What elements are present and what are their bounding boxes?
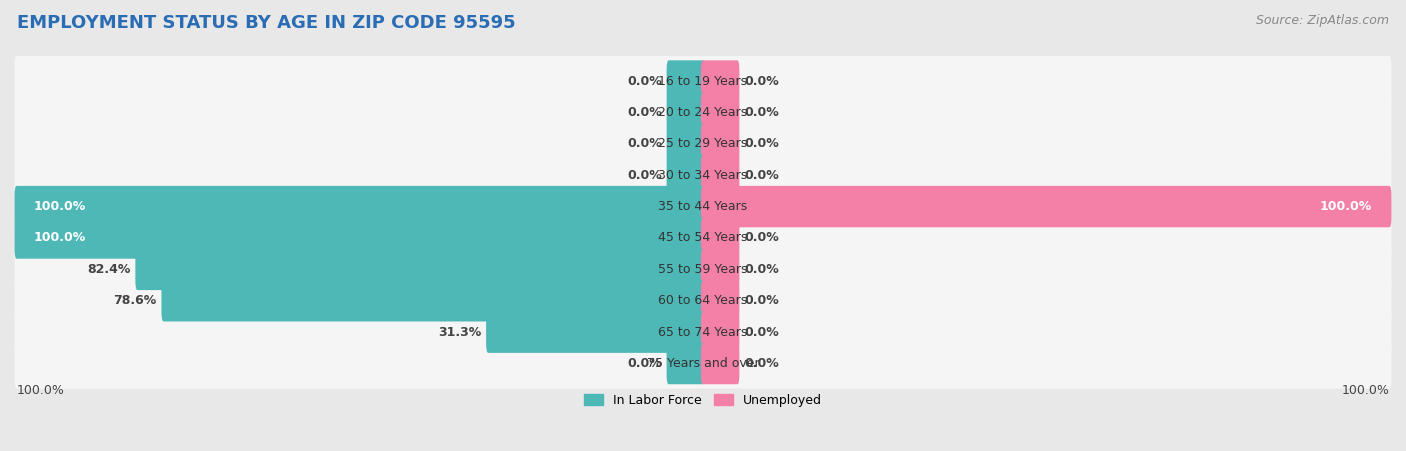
FancyBboxPatch shape (702, 123, 740, 165)
FancyBboxPatch shape (702, 343, 740, 384)
Text: 0.0%: 0.0% (744, 231, 779, 244)
Text: Source: ZipAtlas.com: Source: ZipAtlas.com (1256, 14, 1389, 27)
Text: 0.0%: 0.0% (627, 106, 662, 119)
Text: 0.0%: 0.0% (627, 357, 662, 370)
Text: 78.6%: 78.6% (114, 294, 156, 307)
FancyBboxPatch shape (14, 150, 1392, 200)
Text: 100.0%: 100.0% (1341, 384, 1389, 397)
FancyBboxPatch shape (14, 338, 1392, 389)
FancyBboxPatch shape (666, 155, 704, 196)
Text: 82.4%: 82.4% (87, 263, 131, 276)
FancyBboxPatch shape (702, 217, 740, 259)
FancyBboxPatch shape (666, 60, 704, 102)
Text: 0.0%: 0.0% (744, 357, 779, 370)
FancyBboxPatch shape (702, 280, 740, 322)
FancyBboxPatch shape (135, 249, 704, 290)
Text: 55 to 59 Years: 55 to 59 Years (658, 263, 748, 276)
Text: 0.0%: 0.0% (744, 326, 779, 339)
FancyBboxPatch shape (14, 186, 704, 227)
FancyBboxPatch shape (702, 60, 740, 102)
FancyBboxPatch shape (14, 181, 1392, 232)
FancyBboxPatch shape (14, 119, 1392, 169)
Text: 100.0%: 100.0% (17, 384, 65, 397)
Text: 75 Years and over: 75 Years and over (647, 357, 759, 370)
Text: 25 to 29 Years: 25 to 29 Years (658, 137, 748, 150)
FancyBboxPatch shape (666, 343, 704, 384)
Text: 0.0%: 0.0% (627, 74, 662, 87)
FancyBboxPatch shape (702, 249, 740, 290)
Text: 35 to 44 Years: 35 to 44 Years (658, 200, 748, 213)
FancyBboxPatch shape (14, 217, 704, 259)
FancyBboxPatch shape (702, 186, 1392, 227)
FancyBboxPatch shape (14, 56, 1392, 106)
Text: 0.0%: 0.0% (627, 137, 662, 150)
Text: 31.3%: 31.3% (439, 326, 481, 339)
FancyBboxPatch shape (14, 307, 1392, 357)
FancyBboxPatch shape (486, 312, 704, 353)
FancyBboxPatch shape (14, 244, 1392, 295)
Legend: In Labor Force, Unemployed: In Labor Force, Unemployed (583, 394, 823, 407)
Text: 30 to 34 Years: 30 to 34 Years (658, 169, 748, 182)
Text: 100.0%: 100.0% (1320, 200, 1372, 213)
Text: 0.0%: 0.0% (627, 169, 662, 182)
FancyBboxPatch shape (702, 92, 740, 133)
Text: 65 to 74 Years: 65 to 74 Years (658, 326, 748, 339)
FancyBboxPatch shape (14, 87, 1392, 138)
FancyBboxPatch shape (702, 155, 740, 196)
Text: 0.0%: 0.0% (744, 74, 779, 87)
Text: 20 to 24 Years: 20 to 24 Years (658, 106, 748, 119)
Text: 60 to 64 Years: 60 to 64 Years (658, 294, 748, 307)
Text: 100.0%: 100.0% (34, 231, 86, 244)
Text: 0.0%: 0.0% (744, 263, 779, 276)
Text: 0.0%: 0.0% (744, 106, 779, 119)
Text: 0.0%: 0.0% (744, 169, 779, 182)
FancyBboxPatch shape (162, 280, 704, 322)
FancyBboxPatch shape (666, 92, 704, 133)
FancyBboxPatch shape (702, 312, 740, 353)
Text: 45 to 54 Years: 45 to 54 Years (658, 231, 748, 244)
Text: 16 to 19 Years: 16 to 19 Years (658, 74, 748, 87)
Text: 0.0%: 0.0% (744, 137, 779, 150)
Text: EMPLOYMENT STATUS BY AGE IN ZIP CODE 95595: EMPLOYMENT STATUS BY AGE IN ZIP CODE 955… (17, 14, 516, 32)
Text: 100.0%: 100.0% (34, 200, 86, 213)
FancyBboxPatch shape (14, 213, 1392, 263)
Text: 0.0%: 0.0% (744, 294, 779, 307)
FancyBboxPatch shape (666, 123, 704, 165)
FancyBboxPatch shape (14, 276, 1392, 326)
